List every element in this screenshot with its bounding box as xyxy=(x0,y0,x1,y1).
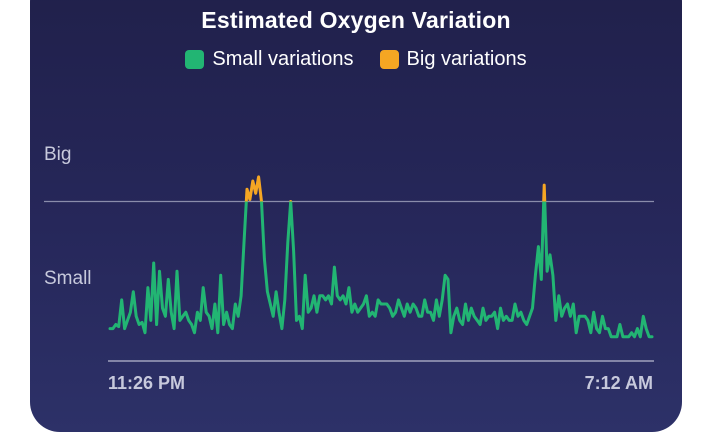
chart-title: Estimated Oxygen Variation xyxy=(201,7,511,33)
y-label-small: Small xyxy=(44,268,92,289)
legend-label-small: Small variations xyxy=(212,48,354,70)
legend-swatch-small xyxy=(185,50,205,69)
x-tick-start: 11:26 PM xyxy=(108,373,186,393)
y-label-big: Big xyxy=(44,144,72,165)
legend-swatch-big xyxy=(379,50,399,69)
legend-label-big: Big variations xyxy=(406,48,527,70)
x-tick-end: 7:12 AM xyxy=(584,373,653,393)
series-line-small-variations xyxy=(108,201,654,339)
legend-item-big: Big variations xyxy=(379,48,527,71)
chart-legend: Small variations Big variations xyxy=(30,48,682,71)
chart-plot-area xyxy=(44,175,654,362)
legend-item-small: Small variations xyxy=(185,48,354,71)
oxygen-variation-card: Estimated Oxygen Variation Small variati… xyxy=(30,0,682,432)
